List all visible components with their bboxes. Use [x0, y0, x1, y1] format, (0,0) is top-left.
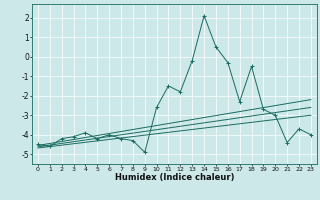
X-axis label: Humidex (Indice chaleur): Humidex (Indice chaleur) — [115, 173, 234, 182]
